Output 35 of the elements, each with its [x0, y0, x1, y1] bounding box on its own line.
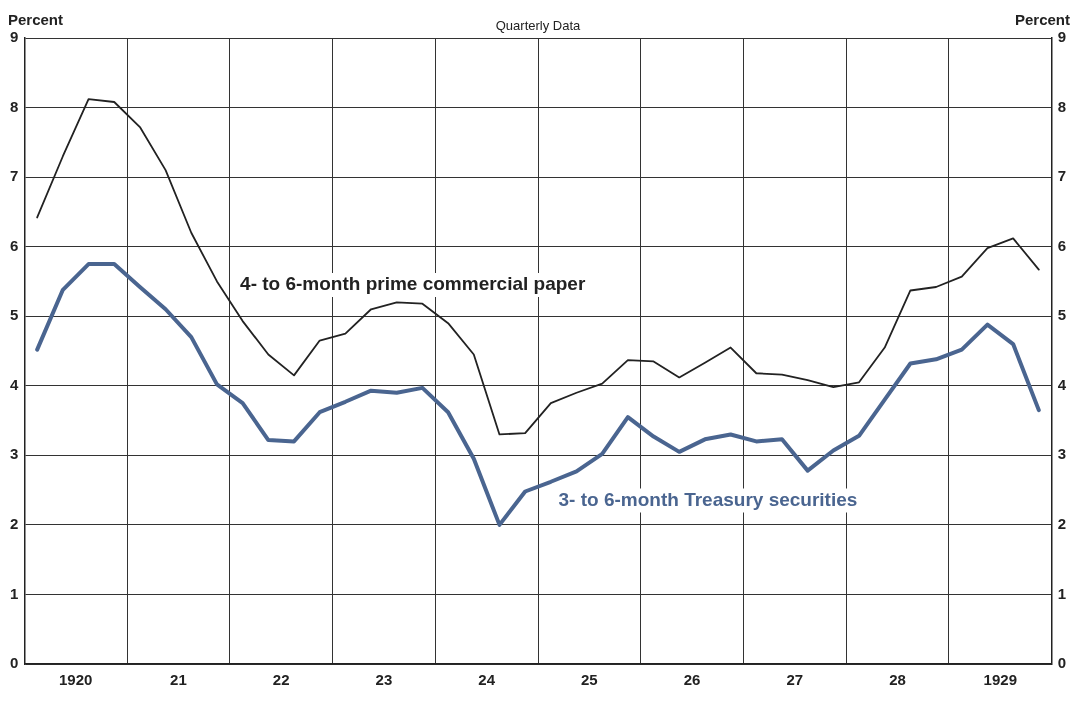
y2-tick-label: 1	[1057, 584, 1066, 602]
y-tick-label: 1	[10, 584, 19, 602]
y-tick-label: 2	[10, 515, 19, 533]
y2-tick-label: 3	[1057, 445, 1066, 463]
chart-subtitle: Quarterly Data	[495, 18, 582, 34]
x-tick-label: 25	[581, 671, 598, 689]
y2-axis-title: Percent	[1014, 10, 1070, 28]
x-tick-label: 1920	[59, 671, 93, 689]
y2-tick-label: 4	[1057, 375, 1067, 393]
x-tick-label: 22	[272, 671, 290, 689]
y2-tick-label: 6	[1057, 236, 1066, 254]
y-tick-label: 4	[10, 375, 19, 393]
y-tick-label: 6	[10, 236, 19, 254]
x-tick-label: 27	[786, 671, 804, 689]
y2-tick-label: 9	[1057, 28, 1066, 46]
y2-tick-label: 0	[1057, 654, 1066, 672]
y-tick-label: 0	[10, 654, 19, 672]
x-tick-label: 26	[683, 671, 701, 689]
y-tick-label: 7	[10, 167, 19, 185]
y2-tick-label: 7	[1057, 167, 1066, 185]
y-tick-label: 3	[10, 445, 19, 463]
y-tick-label: 9	[10, 28, 19, 46]
y2-tick-label: 5	[1057, 306, 1066, 324]
x-tick-label: 1929	[983, 671, 1017, 689]
y2-tick-label: 8	[1057, 97, 1066, 115]
x-tick-label: 23	[375, 671, 393, 689]
y-tick-label: 5	[10, 306, 19, 324]
y-axis-title: Percent	[8, 10, 64, 28]
series-label: 3- to 6-month Treasury securities	[558, 488, 858, 510]
x-tick-label: 21	[170, 671, 187, 689]
series-label: 4- to 6-month prime commercial paper	[240, 273, 586, 295]
x-tick-label: 24	[478, 671, 496, 689]
y2-tick-label: 2	[1057, 515, 1066, 533]
x-tick-label: 28	[889, 671, 906, 689]
y-tick-label: 8	[10, 97, 19, 115]
